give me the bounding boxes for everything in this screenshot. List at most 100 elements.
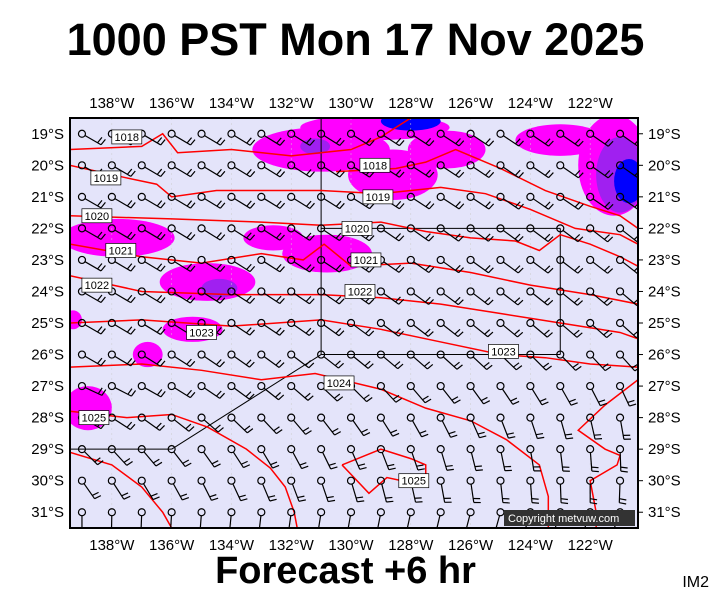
wind-barb [167,476,190,501]
wind-barb [317,287,345,305]
barb-feather [604,265,610,272]
wind-barb [137,192,166,209]
barb-feather [537,436,545,440]
station-circle [466,192,475,201]
barb-feather [156,200,163,207]
lat-tick-right: 23°S [648,252,681,269]
station-circle [406,445,415,454]
barb-stem [144,261,161,272]
barb-stem [204,198,221,209]
isobar-label: 1023 [189,327,213,339]
barb-feather [406,534,413,537]
isobar-label: 1024 [327,378,351,390]
barb-stem [622,166,638,179]
barb-feather [246,168,252,176]
barb-feather [458,235,464,242]
station-circle [615,224,625,233]
barb-feather [190,170,196,177]
station-circle [257,129,266,138]
station-circle [436,129,445,138]
station-circle [197,381,206,391]
station-circle [257,192,266,201]
barb-stem [347,515,351,528]
wind-barb [257,350,285,368]
barb-stem [323,356,339,369]
station-circle [586,476,595,485]
barb-feather [299,462,307,466]
barb-feather [547,267,554,274]
station-circle [346,350,356,359]
barb-feather [427,331,434,337]
barb-feather [189,234,196,241]
barb-feather [130,328,136,335]
barb-stem [471,420,481,438]
barb-stem [229,515,232,528]
barb-feather [156,137,163,144]
wind-barb [556,413,574,440]
barb-feather [219,297,226,304]
barb-feather [279,297,285,304]
wind-barb [77,476,102,500]
barb-stem [203,451,215,468]
barb-feather [425,201,432,208]
lat-tick-left: 25°S [31,315,64,332]
barb-feather [535,432,544,436]
precip-area-light [515,124,606,156]
station-circle [556,476,565,485]
wind-barb [436,192,465,210]
barb-stem [174,166,191,178]
barb-stem [262,483,271,502]
barb-feather [186,389,192,396]
barb-stem [353,356,369,369]
lon-tick-top: 132°W [269,95,315,112]
barb-feather [249,139,256,146]
barb-stem [500,452,506,471]
barb-feather [517,331,524,338]
barb-feather [486,364,493,371]
barb-feather [279,202,286,209]
station-circle [346,413,356,422]
barb-stem [562,198,579,210]
barb-feather [543,329,550,336]
barb-feather [575,365,582,371]
lon-tick-top: 136°W [149,95,195,112]
barb-stem [562,166,579,179]
wind-barb [107,161,136,177]
barb-feather [276,169,282,176]
barb-stem [114,261,132,272]
barb-stem [233,387,250,400]
wind-barb [376,445,396,471]
barb-feather [348,530,355,532]
barb-feather [565,433,573,436]
station-circle [586,161,595,170]
station-circle [466,129,475,138]
barb-feather [484,297,491,303]
wind-barb [257,255,285,273]
barb-feather [334,360,341,367]
barb-feather [448,431,456,435]
station-circle [376,224,386,233]
barb-feather [627,399,635,403]
barb-feather [275,392,281,398]
barb-feather [577,172,584,179]
station-circle [137,224,146,233]
barb-feather [338,362,344,369]
barb-feather [419,430,427,434]
barb-feather [160,265,166,272]
barb-feather [219,361,225,368]
isobar-label: 1019 [94,173,118,185]
barb-feather [560,498,568,501]
barb-feather [211,460,219,465]
barb-stem [592,356,606,372]
wind-barb [107,445,133,466]
station-circle [317,255,326,265]
barb-feather [214,463,221,468]
barb-feather [394,361,401,367]
wind-barb [586,318,613,338]
forecast-label: Forecast +6 hr [215,550,476,592]
barb-stem [353,135,370,147]
station-circle [167,413,176,422]
barb-feather [339,139,345,146]
barb-stem [293,135,311,146]
barb-feather [591,466,599,469]
